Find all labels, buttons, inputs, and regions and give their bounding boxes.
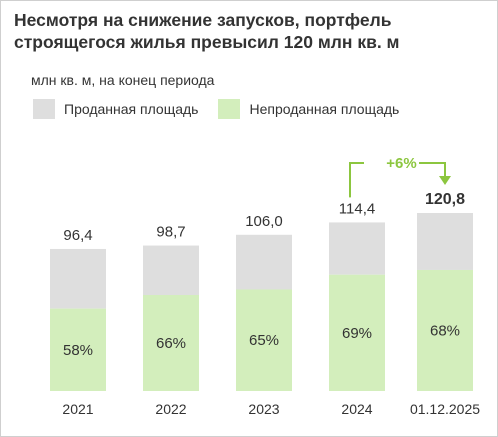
bar-total-label: 106,0	[245, 213, 283, 230]
bar-total-label: 114,4	[339, 200, 375, 217]
bar-sold-2023	[236, 234, 292, 290]
bar-unsold-01.12.2025	[417, 269, 473, 391]
bar-share-label: 68%	[430, 322, 460, 339]
bar-total-label: 96,4	[63, 227, 92, 244]
chart-title: Несмотря на снижение запусков, портфель …	[14, 10, 400, 52]
bar-unsold-2024	[329, 274, 385, 391]
category-label: 2022	[155, 401, 186, 417]
growth-bracket-left	[349, 162, 364, 198]
bar-share-label: 66%	[156, 335, 186, 352]
category-label: 2024	[341, 401, 372, 417]
category-label: 2021	[62, 401, 93, 417]
chart-legend: Проданная площадь Непроданная площадь	[33, 98, 419, 120]
bar-share-label: 69%	[342, 325, 372, 342]
chart-subtitle: млн кв. м, на конец периода	[31, 72, 215, 88]
legend-swatch-sold	[33, 99, 55, 119]
bar-sold-2022	[143, 245, 199, 296]
bar-total-label: 120,8	[425, 191, 465, 208]
legend-item-sold: Проданная площадь	[33, 99, 198, 119]
bar-sold-2021	[50, 248, 106, 309]
bar-total-label: 98,7	[156, 224, 185, 241]
bar-sold-2024	[329, 222, 385, 275]
growth-label: +6%	[386, 155, 416, 172]
bar-sold-01.12.2025	[417, 213, 473, 270]
category-label: 2023	[248, 401, 279, 417]
legend-label-unsold: Непроданная площадь	[249, 101, 400, 117]
bar-unsold-2021	[50, 308, 106, 391]
bar-unsold-2022	[143, 295, 199, 391]
growth-bracket-right	[419, 162, 446, 177]
bar-share-label: 65%	[249, 332, 279, 349]
bar-share-label: 58%	[63, 342, 93, 359]
legend-label-sold: Проданная площадь	[64, 101, 199, 117]
legend-swatch-unsold	[218, 99, 241, 119]
bar-unsold-2023	[236, 289, 292, 391]
category-label: 01.12.2025	[410, 401, 480, 417]
legend-item-unsold: Непроданная площадь	[218, 99, 399, 119]
growth-arrow-icon	[439, 176, 451, 185]
